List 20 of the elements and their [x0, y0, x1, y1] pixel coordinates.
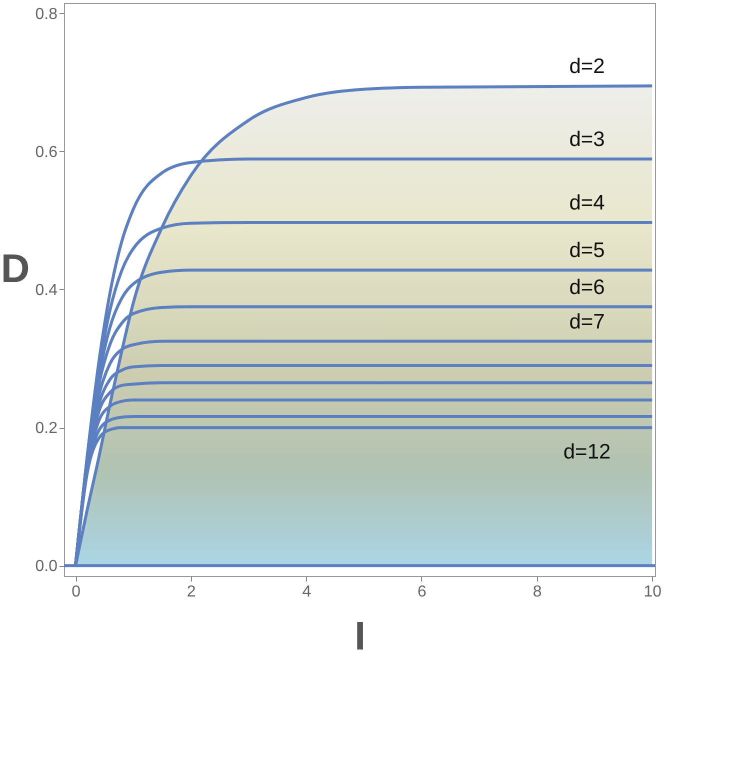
x-tick-label: 10 [644, 584, 662, 600]
x-tick-label: 6 [418, 584, 427, 600]
series-label: d=7 [569, 310, 605, 334]
series-label: d=12 [563, 440, 611, 464]
x-tick-label: 8 [532, 584, 542, 600]
series-label: d=5 [569, 239, 605, 262]
y-axis-title: D [0, 247, 30, 291]
y-tick-label: 0.2 [35, 420, 58, 438]
series-label: d=6 [569, 276, 605, 299]
x-tick-label: 4 [302, 584, 312, 600]
series-label: d=2 [569, 54, 605, 78]
y-tick-label: 0.4 [35, 282, 58, 299]
x-axis-title: I [354, 614, 366, 658]
series-label: d=3 [569, 128, 605, 152]
x-tick-label: 0 [72, 584, 81, 600]
y-tick-label: 0.0 [35, 558, 58, 576]
series-label: d=4 [569, 192, 606, 215]
y-tick-label: 0.8 [35, 6, 58, 23]
y-tick-label: 0.6 [35, 144, 58, 161]
x-tick-label: 2 [186, 584, 196, 600]
